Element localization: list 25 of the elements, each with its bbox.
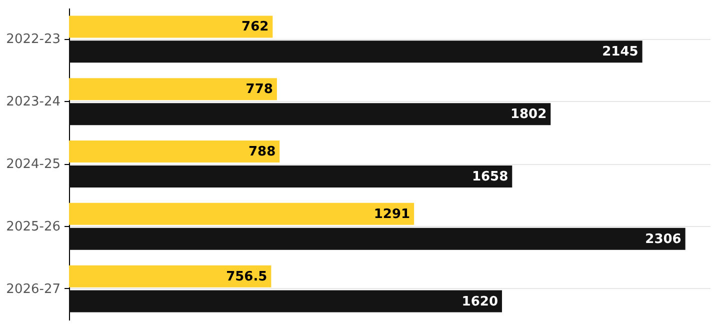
data-label: 2306 — [645, 232, 682, 247]
bar — [69, 16, 273, 38]
data-label: 788 — [248, 144, 276, 160]
y-tick-label: 2026-27 — [6, 282, 60, 297]
data-label: 1802 — [510, 107, 547, 122]
bar — [69, 40, 642, 63]
data-label: 1620 — [462, 294, 498, 310]
bar — [69, 78, 277, 100]
bar — [69, 290, 502, 312]
data-label: 756.5 — [226, 269, 268, 284]
y-tick-label: 2024-25 — [6, 157, 60, 172]
bar — [69, 202, 414, 225]
bar — [69, 103, 551, 126]
data-label: 762 — [242, 20, 269, 35]
bar — [69, 228, 686, 250]
data-label: 1291 — [374, 206, 410, 222]
bar — [69, 165, 512, 188]
data-label: 778 — [246, 82, 273, 98]
y-tick-label: 2023-24 — [6, 94, 60, 110]
y-tick-label: 2025-26 — [6, 219, 60, 234]
y-tick-label: 2022-23 — [6, 32, 60, 48]
data-label: 2145 — [602, 44, 638, 60]
bar — [69, 140, 280, 163]
bar — [69, 265, 272, 288]
data-label: 1658 — [472, 169, 508, 184]
